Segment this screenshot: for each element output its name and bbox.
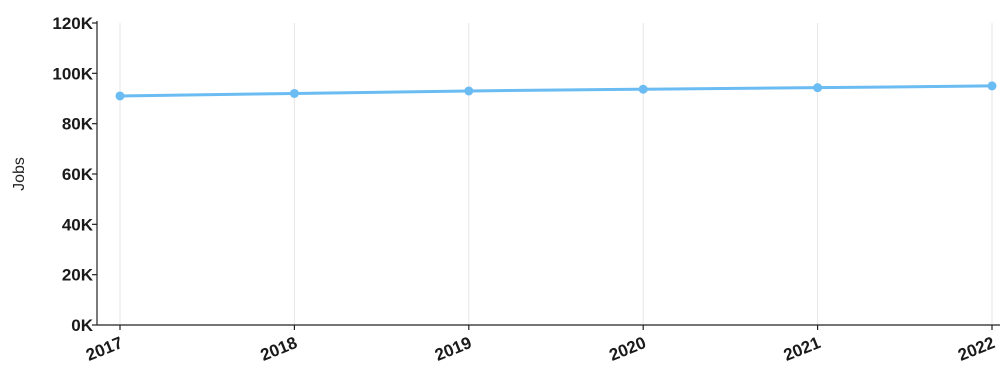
y-tick-label-80K: 80K: [62, 115, 94, 134]
axes: [92, 21, 1000, 330]
data-point-2017: [115, 91, 125, 101]
y-tick-label-0K: 0K: [71, 316, 93, 335]
data-point-2018: [289, 88, 299, 98]
data-point-2022: [987, 81, 997, 91]
data-point-2020: [638, 84, 648, 94]
tick-labels: 0K 20K 40K 60K 80K 100K 120K 2017 2018 2019 2020 20…: [52, 14, 997, 365]
y-tick-label-60K: 60K: [62, 165, 94, 184]
data-point-2021: [813, 83, 823, 93]
y-tick-label-20K: 20K: [62, 266, 94, 285]
x-tick-label-2022: 2022: [955, 333, 997, 365]
x-tick-label-2018: 2018: [258, 333, 300, 365]
x-tick-label-2020: 2020: [607, 333, 649, 365]
series-layer: [115, 81, 997, 101]
x-tick-label-2021: 2021: [781, 333, 823, 365]
data-point-2019: [464, 86, 474, 96]
y-tick-label-40K: 40K: [62, 215, 94, 234]
x-tick-label-2019: 2019: [432, 333, 474, 365]
y-tick-label-120K: 120K: [52, 14, 93, 33]
x-tick-label-2017: 2017: [83, 333, 125, 365]
series-line-0: [118, 84, 994, 98]
y-axis-title: Jobs: [11, 157, 28, 191]
y-tick-label-100K: 100K: [52, 64, 93, 83]
gridlines: [119, 23, 993, 325]
